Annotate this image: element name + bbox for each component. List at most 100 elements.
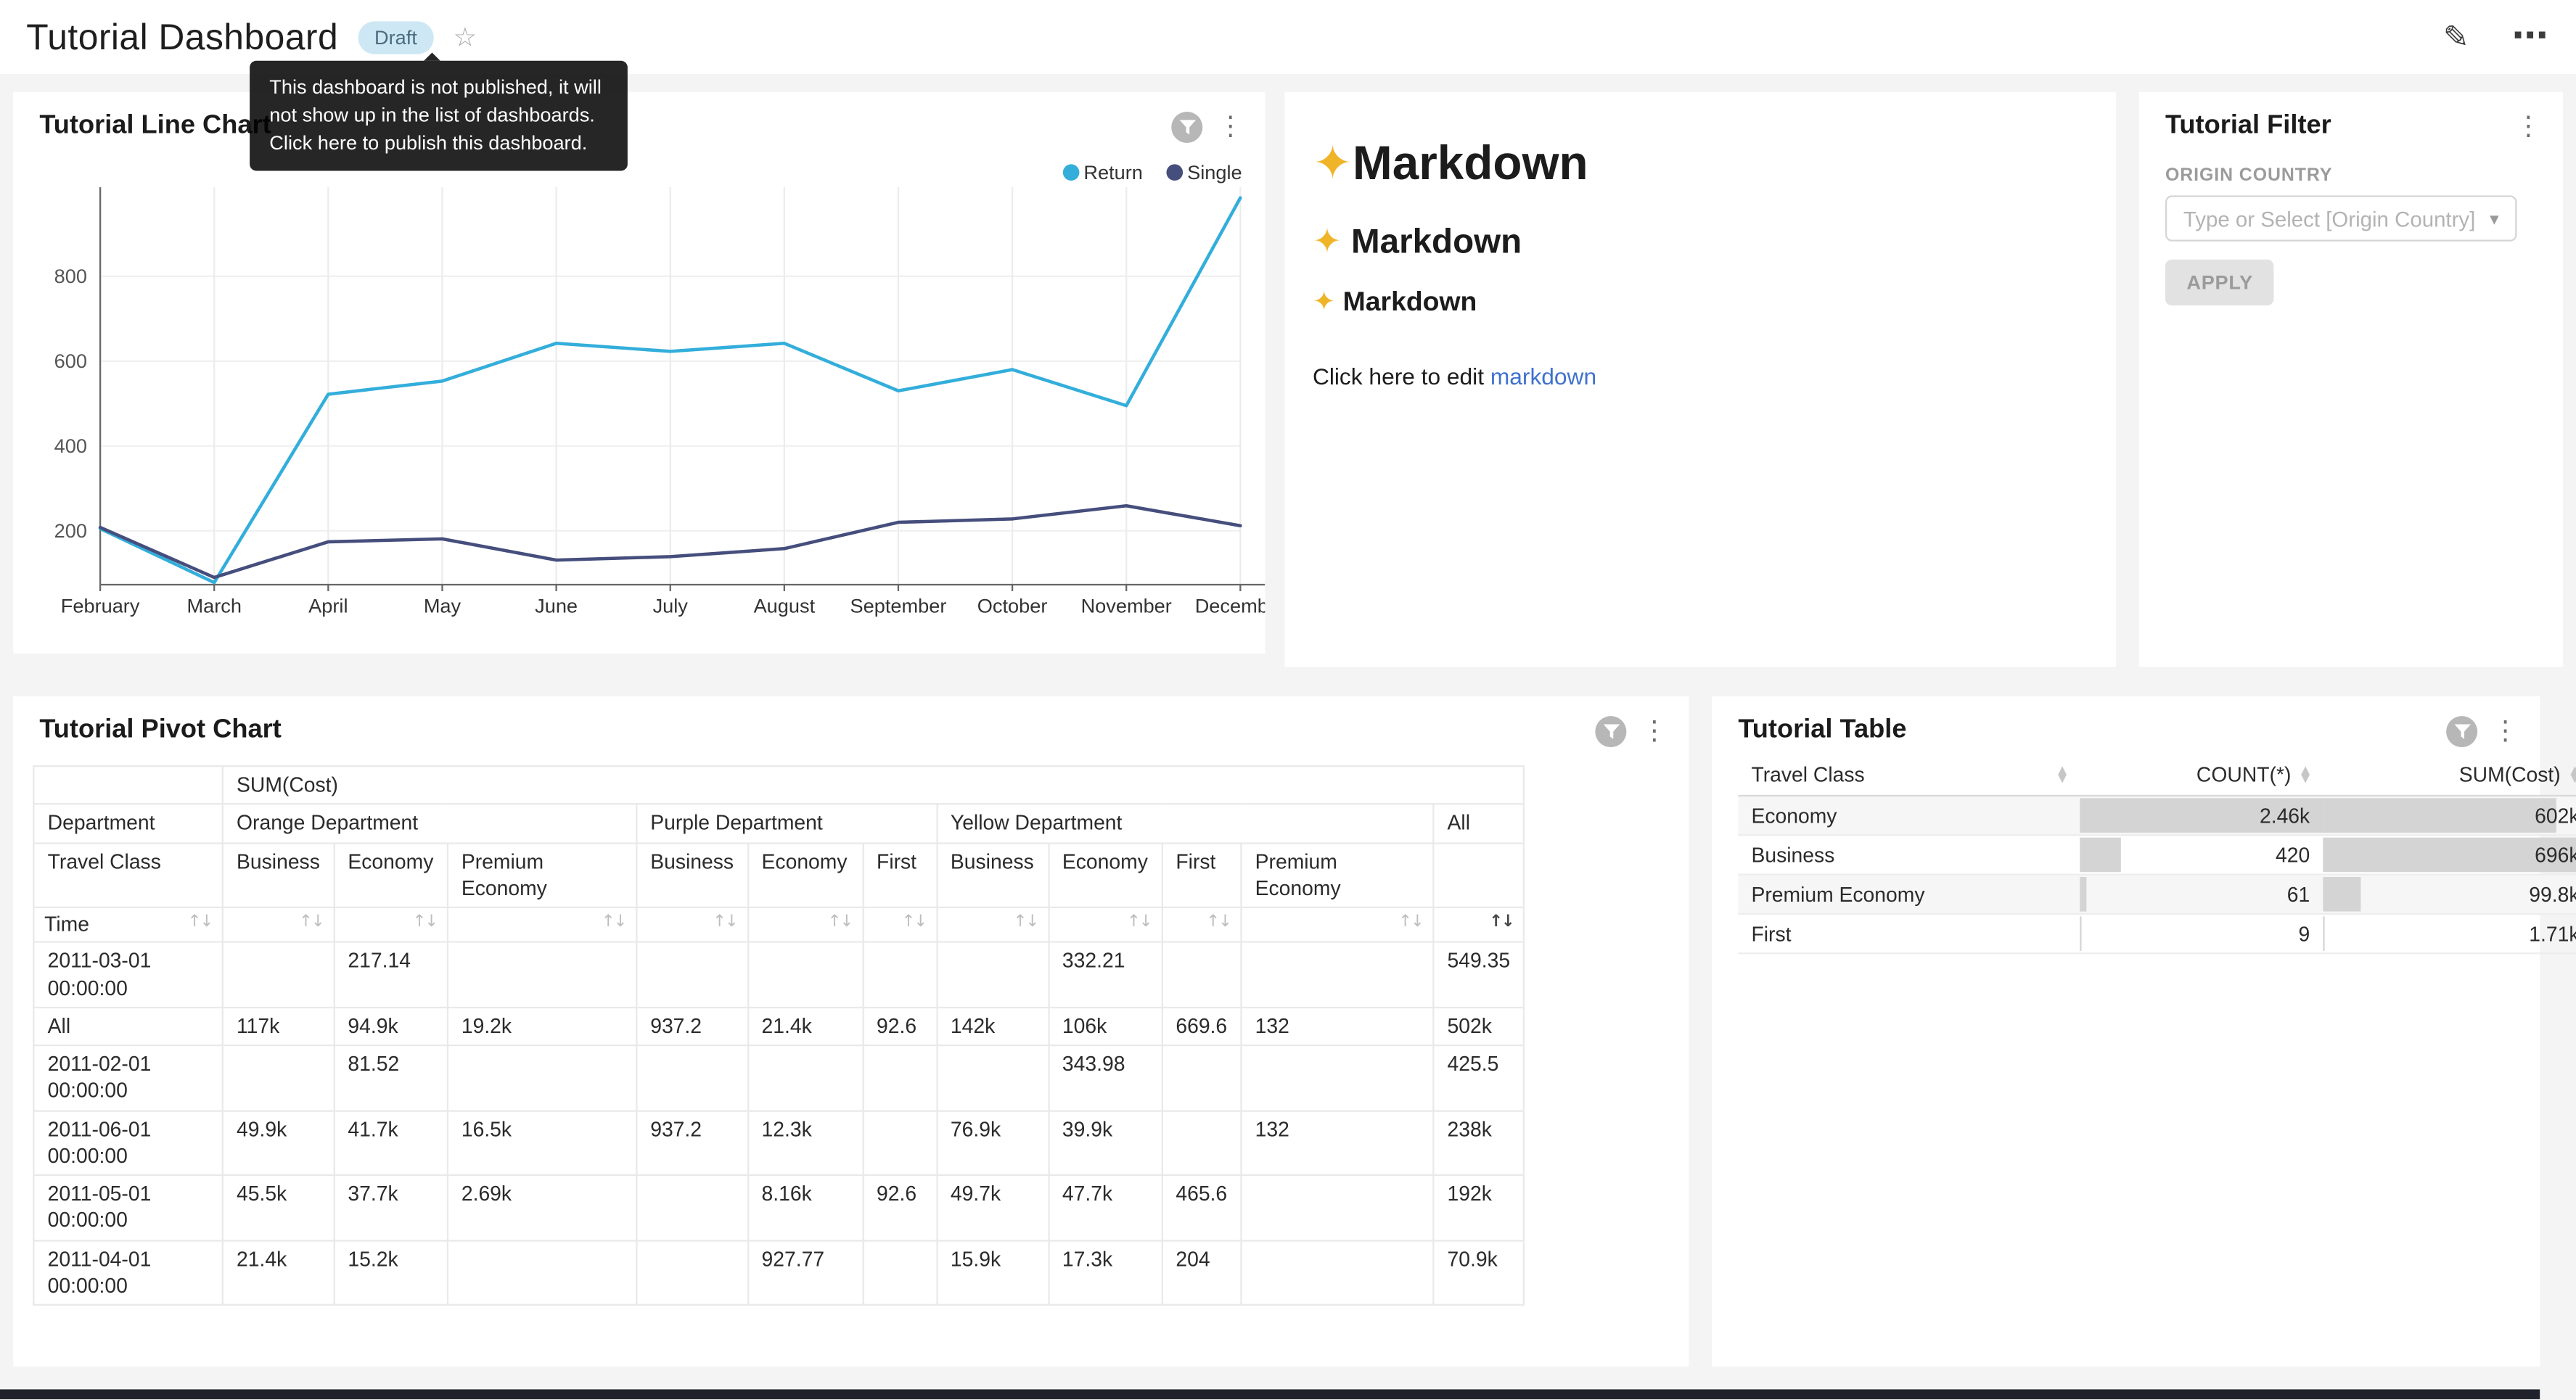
pivot-value-cell: 117k xyxy=(221,1006,335,1047)
legend-dot xyxy=(1062,164,1079,181)
column-header-label: COUNT(*) xyxy=(2196,763,2292,787)
cell-bar xyxy=(2323,876,2362,912)
x-axis-tick-label: August xyxy=(754,594,816,617)
sort-icon[interactable]: ↑↓ xyxy=(601,913,628,931)
pivot-corner-cell xyxy=(33,765,223,805)
table-menu-icon[interactable]: ⋮ xyxy=(2492,714,2519,746)
pivot-subcol-header: Business xyxy=(935,841,1049,908)
line-chart-card: Tutorial Line Chart ⋮ Return Single 200 40… xyxy=(13,91,1266,654)
pivot-row-label: 2011-02-01 00:00:00 xyxy=(33,1044,223,1111)
origin-country-select[interactable]: Type or Select [Origin Country] ▾ xyxy=(2165,195,2517,242)
pivot-value-cell xyxy=(446,1044,638,1111)
pivot-value-cell: 669.6 xyxy=(1160,1006,1242,1047)
markdown-edit-link[interactable]: markdown xyxy=(1490,363,1597,390)
data-table: Travel Class▲▼COUNT(*)▲▼ SUM(Cost) ▲▼ Econ… xyxy=(1738,755,2576,955)
pivot-value-cell: 45.5k xyxy=(221,1174,335,1241)
cell-bar xyxy=(2080,798,2323,833)
legend-item-return[interactable]: Return xyxy=(1062,161,1143,184)
column-header-count-[interactable]: COUNT(*) ▲ ▼ xyxy=(2080,755,2323,797)
pivot-menu-icon[interactable]: ⋮ xyxy=(1641,714,1668,746)
pivot-sort-cell[interactable]: ↑↓ xyxy=(221,906,335,944)
pivot-sort-cell[interactable]: ↑↓ xyxy=(1432,906,1525,944)
travel-class-cell: Premium Economy xyxy=(1738,874,2080,915)
pivot-data-row: All 117k 94.9k 19.2k 937.2 21.4k 92.6 142k 106k 6… xyxy=(33,1006,1525,1047)
favorite-star-icon[interactable]: ☆ xyxy=(453,21,477,53)
sort-icon[interactable]: ↑↓ xyxy=(1013,913,1039,931)
more-options-icon[interactable]: ⋯ xyxy=(2511,16,2550,58)
draft-badge[interactable]: Draft xyxy=(358,20,434,54)
pivot-sort-cell[interactable]: ↑↓ xyxy=(861,906,938,944)
pivot-value-cell: 132 xyxy=(1240,1109,1435,1177)
sort-icon[interactable]: ↑↓ xyxy=(1126,913,1153,931)
column-header-sum-cost-[interactable]: SUM(Cost) ▲▼ xyxy=(2323,755,2576,797)
pivot-sort-cell[interactable]: ↑↓ xyxy=(1160,906,1242,944)
pivot-value-cell xyxy=(861,1239,938,1306)
pivot-value-cell xyxy=(747,941,864,1008)
funnel-icon xyxy=(1178,119,1196,134)
pivot-value-cell: 204 xyxy=(1160,1239,1242,1306)
sort-icon[interactable]: ↑↓ xyxy=(713,913,739,931)
sort-icon[interactable]: ↑↓ xyxy=(298,913,325,931)
count-cell: 9 xyxy=(2080,913,2323,955)
pivot-value-cell: 937.2 xyxy=(635,1109,749,1177)
cell-value: 696k xyxy=(2535,843,2576,867)
sum-cell: 696k xyxy=(2323,835,2576,876)
pivot-value-cell: 425.5 xyxy=(1432,1044,1525,1111)
sort-icon[interactable]: ↑↓ xyxy=(901,913,928,931)
y-axis-tick-label: 800 xyxy=(54,265,87,287)
pivot-sort-cell[interactable]: ↑↓ xyxy=(332,906,448,944)
pivot-sort-cell[interactable]: ↑↓ xyxy=(935,906,1049,944)
sort-icon[interactable]: ↑↓ xyxy=(1206,913,1232,931)
pivot-row-label: All xyxy=(33,1006,223,1047)
markdown-heading-2: ✦ Markdown xyxy=(1312,221,1522,261)
table-chart-card: Tutorial Table ⋮ Travel Class ▲ ▼ COUNT(*) ▲… xyxy=(1712,696,2576,1367)
count-cell: 420 xyxy=(2080,835,2323,876)
filter-menu-icon[interactable]: ⋮ xyxy=(2515,110,2542,141)
x-axis-tick-label: March xyxy=(187,594,242,617)
pivot-sort-cell[interactable]: ↑↓ xyxy=(1047,906,1163,944)
pivot-sort-cell[interactable]: ↑↓ xyxy=(1240,906,1435,944)
edit-dashboard-icon[interactable]: ✎ xyxy=(2442,19,2469,55)
travel-class-cell: Economy xyxy=(1738,795,2080,836)
pivot-value-cell: 21.4k xyxy=(221,1239,335,1306)
publish-tooltip[interactable]: This dashboard is not published, it will… xyxy=(250,52,628,171)
column-header-label: SUM(Cost) xyxy=(2458,763,2561,787)
pivot-subcol-header: Premium Economy xyxy=(1240,841,1435,908)
chart-menu-icon[interactable]: ⋮ xyxy=(1217,110,1244,141)
pivot-subcol-header: First xyxy=(1160,841,1242,908)
sort-icon[interactable]: ↑↓ xyxy=(1398,913,1424,931)
pivot-sort-cell[interactable]: ↑↓ xyxy=(635,906,749,944)
pivot-value-cell xyxy=(861,1044,938,1111)
funnel-icon xyxy=(1602,723,1620,738)
data-table-body: Economy 2.46k 602k Business 420 696k Premium E… xyxy=(1738,795,2576,955)
sort-icon[interactable]: ↑↓ xyxy=(187,913,214,931)
filter-indicator-icon[interactable] xyxy=(2446,716,2478,748)
cell-bar xyxy=(2323,837,2576,873)
sort-icon[interactable]: ↑↓ xyxy=(412,913,438,931)
filter-card: Tutorial Filter ⋮ ORIGIN COUNTRY Type or… xyxy=(2138,91,2563,667)
sparkles-icon: ✦ xyxy=(1312,134,1353,191)
pivot-value-cell xyxy=(1240,941,1435,1008)
pivot-sort-cell[interactable]: ↑↓ xyxy=(446,906,638,944)
column-header-label: Travel Class xyxy=(1751,763,1865,787)
sort-icon: ▲▼ xyxy=(2570,763,2576,785)
pivot-sort-cell[interactable]: ↑↓ xyxy=(747,906,864,944)
pivot-value-cell: 19.2k xyxy=(446,1006,638,1047)
sort-icon[interactable]: ↑↓ xyxy=(827,913,854,931)
pivot-data-row: 2011-05-01 00:00:00 45.5k 37.7k 2.69k 8.16k 9… xyxy=(33,1174,1525,1241)
filter-indicator-icon[interactable] xyxy=(1171,111,1203,143)
legend-item-single[interactable]: Single xyxy=(1165,160,1242,184)
pivot-value-cell: 106k xyxy=(1047,1006,1163,1047)
pivot-value-cell: 81.52 xyxy=(332,1044,448,1111)
table-row: Business 420 696k xyxy=(1738,835,2576,876)
markdown-paragraph: Click here to edit markdown xyxy=(1313,363,2090,389)
legend-label: Single xyxy=(1187,160,1242,184)
filter-indicator-icon[interactable] xyxy=(1595,716,1627,748)
travel-class-cell: Business xyxy=(1738,835,2080,876)
column-header-travel-class[interactable]: Travel Class ▲ ▼ xyxy=(1738,755,2080,797)
pivot-value-cell: 76.9k xyxy=(935,1109,1049,1177)
apply-button[interactable]: APPLY xyxy=(2165,259,2275,306)
sort-icon-active[interactable]: ↑↓ xyxy=(1489,913,1515,931)
pivot-subcol-header: Business xyxy=(221,841,335,908)
